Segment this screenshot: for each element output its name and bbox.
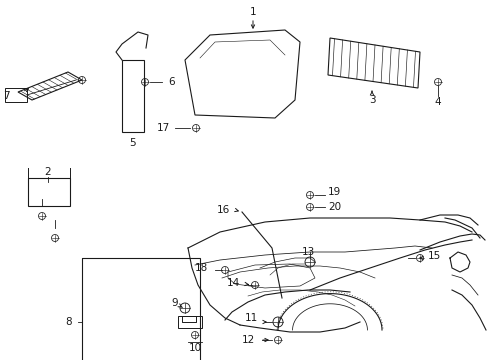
Text: 7: 7: [3, 91, 10, 101]
Text: 17: 17: [157, 123, 170, 133]
Text: 1: 1: [249, 7, 256, 17]
Text: 18: 18: [194, 263, 207, 273]
Text: 19: 19: [327, 187, 341, 197]
Text: 12: 12: [241, 335, 254, 345]
Text: 8: 8: [65, 317, 72, 327]
Text: 13: 13: [301, 247, 314, 257]
Text: 11: 11: [244, 313, 258, 323]
Bar: [122, 60, 143, 132]
Text: 15: 15: [427, 251, 440, 261]
Bar: [178, 316, 202, 328]
Text: 20: 20: [327, 202, 341, 212]
Bar: [82, 258, 200, 360]
Text: 5: 5: [129, 138, 136, 148]
Text: 4: 4: [434, 97, 440, 107]
Text: 2: 2: [44, 167, 51, 177]
Text: 16: 16: [216, 205, 229, 215]
Text: 14: 14: [226, 278, 240, 288]
Bar: [5, 88, 27, 102]
Text: 9: 9: [171, 298, 178, 308]
Text: 6: 6: [168, 77, 174, 87]
Text: 10: 10: [188, 343, 201, 353]
Bar: [28, 178, 70, 206]
Text: 3: 3: [368, 95, 375, 105]
